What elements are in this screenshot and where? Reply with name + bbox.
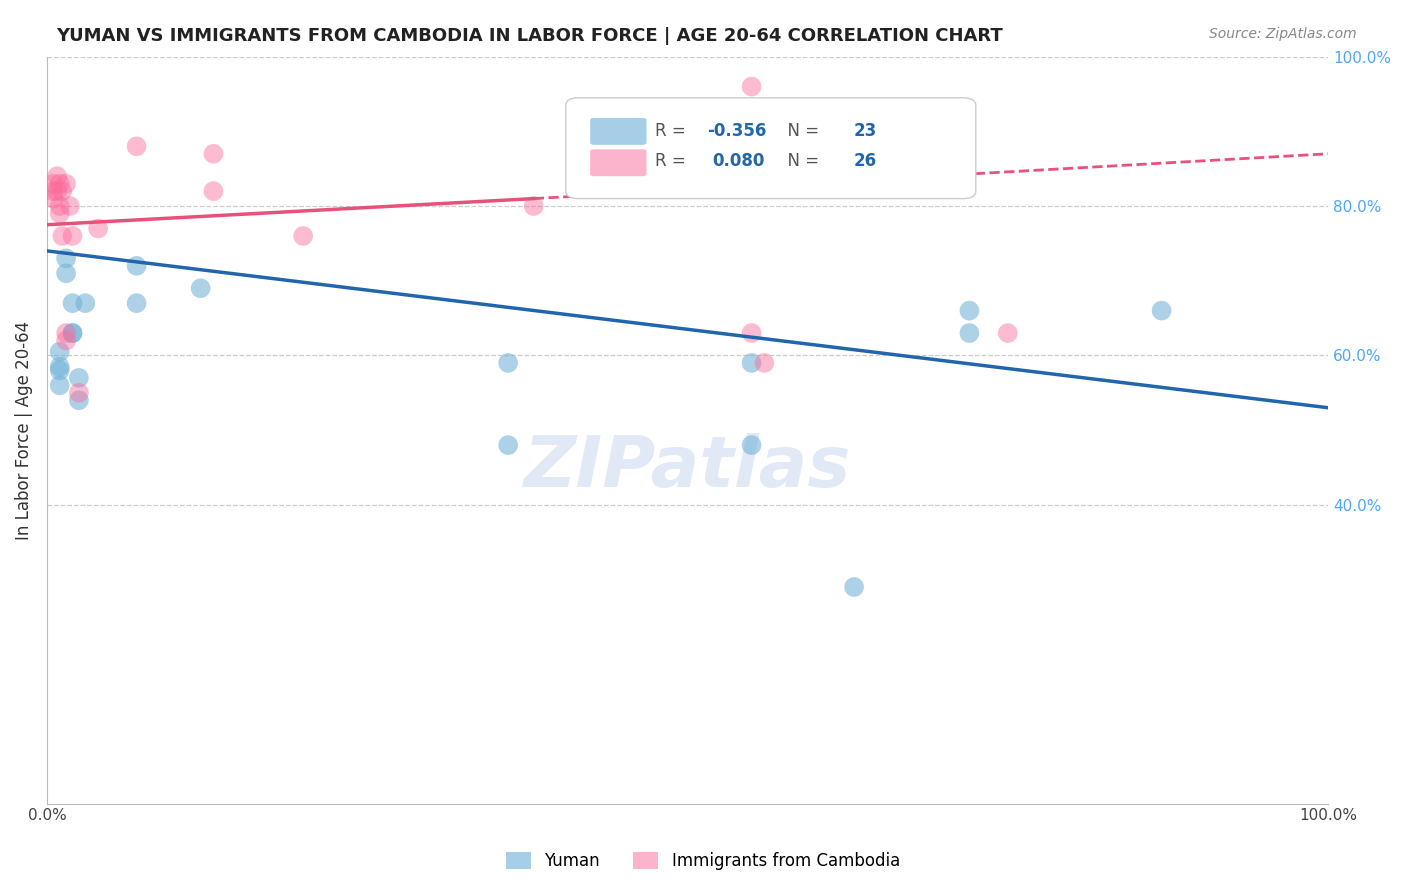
Point	[957, 326, 980, 340]
Point	[741, 438, 763, 452]
Point	[741, 356, 763, 370]
Text: YUMAN VS IMMIGRANTS FROM CAMBODIA IN LABOR FORCE | AGE 20-64 CORRELATION CHART: YUMAN VS IMMIGRANTS FROM CAMBODIA IN LAB…	[56, 27, 1002, 45]
Point	[42, 177, 65, 191]
Point	[62, 296, 84, 310]
Y-axis label: In Labor Force | Age 20-64: In Labor Force | Age 20-64	[15, 320, 32, 540]
Text: N =: N =	[778, 121, 824, 140]
Point	[67, 393, 90, 408]
Point	[48, 378, 70, 392]
Point	[48, 344, 70, 359]
Point	[51, 184, 73, 198]
Text: R =: R =	[655, 121, 692, 140]
Text: Source: ZipAtlas.com: Source: ZipAtlas.com	[1209, 27, 1357, 41]
Point	[202, 184, 225, 198]
Text: -0.356: -0.356	[707, 121, 766, 140]
Point	[75, 296, 97, 310]
Legend: Yuman, Immigrants from Cambodia: Yuman, Immigrants from Cambodia	[499, 845, 907, 877]
Point	[48, 206, 70, 220]
Point	[741, 326, 763, 340]
Point	[48, 199, 70, 213]
Point	[87, 221, 110, 235]
Point	[997, 326, 1019, 340]
Point	[51, 229, 73, 244]
Text: 0.080: 0.080	[711, 153, 765, 170]
Point	[523, 199, 546, 213]
Point	[754, 356, 776, 370]
Point	[42, 184, 65, 198]
FancyBboxPatch shape	[591, 149, 647, 177]
Point	[48, 177, 70, 191]
Point	[48, 359, 70, 374]
Point	[741, 79, 763, 94]
Point	[55, 177, 77, 191]
Text: 23: 23	[853, 121, 877, 140]
Point	[67, 385, 90, 400]
Point	[125, 259, 148, 273]
Point	[55, 252, 77, 266]
Point	[62, 326, 84, 340]
Point	[42, 192, 65, 206]
Point	[55, 266, 77, 280]
Point	[48, 363, 70, 377]
Point	[46, 184, 69, 198]
Point	[1150, 303, 1173, 318]
Point	[59, 199, 82, 213]
Point	[55, 334, 77, 348]
FancyBboxPatch shape	[565, 98, 976, 199]
Point	[125, 139, 148, 153]
Point	[55, 326, 77, 340]
Point	[202, 146, 225, 161]
FancyBboxPatch shape	[591, 118, 647, 145]
Point	[62, 326, 84, 340]
Point	[125, 296, 148, 310]
Point	[957, 303, 980, 318]
Text: ZIPatlas: ZIPatlas	[524, 433, 851, 502]
Point	[67, 371, 90, 385]
Point	[292, 229, 315, 244]
Point	[496, 438, 519, 452]
Point	[190, 281, 212, 295]
Text: R =: R =	[655, 153, 697, 170]
Point	[46, 169, 69, 184]
Point	[62, 229, 84, 244]
Point	[842, 580, 865, 594]
Text: N =: N =	[778, 153, 824, 170]
Text: 26: 26	[853, 153, 877, 170]
Point	[496, 356, 519, 370]
